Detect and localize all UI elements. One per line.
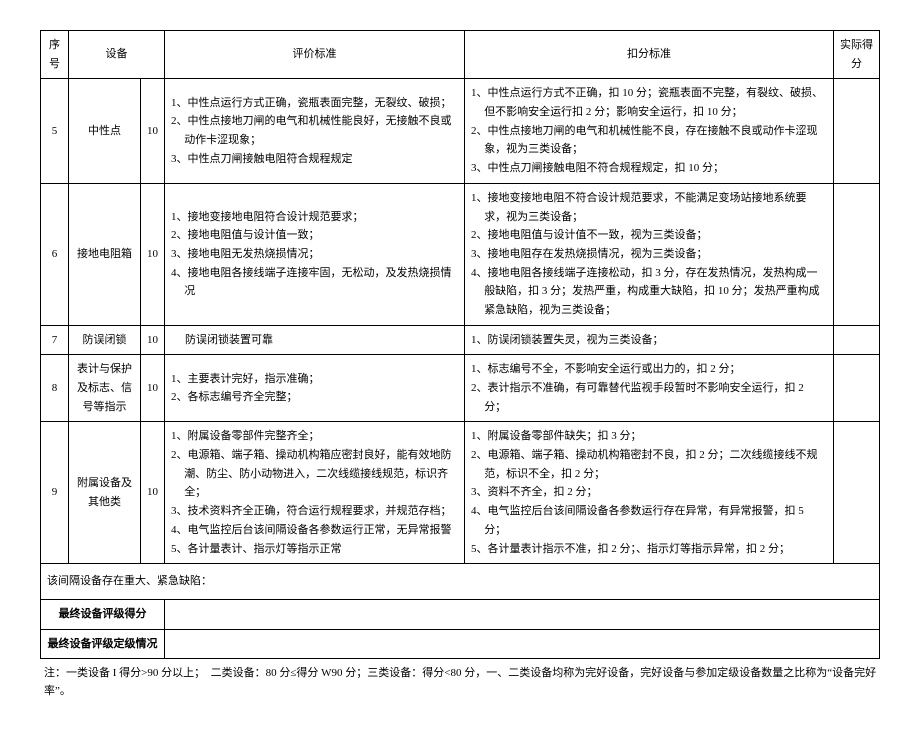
cell-deduct-item: 4、电气监控后台该间隔设备各参数运行存在异常，有异常报警，扣 5 分；: [471, 502, 827, 539]
cell-equip: 中性点: [69, 79, 141, 183]
cell-eval-item: 4、接地电阻各接线端子连接牢固，无松动，及发热烧损情况: [171, 264, 458, 301]
cell-actual: [834, 325, 880, 355]
defect-cell: 该间隔设备存在重大、紧急缺陷：: [41, 564, 880, 600]
cell-eval: 1、附属设备零部件完整齐全；2、电源箱、端子箱、操动机构箱应密封良好，能有效地防…: [165, 422, 465, 564]
final-grade-row: 最终设备评级定级情况: [41, 629, 880, 659]
cell-score: 10: [141, 183, 165, 325]
footnote: 注：一类设备 I 得分>90 分以上； 二类设备：80 分≤得分 W90 分；三…: [40, 665, 880, 700]
cell-eval: 1、接地变接地电阻符合设计规范要求；2、接地电阻值与设计值一致；3、接地电阻无发…: [165, 183, 465, 325]
cell-deduct-item: 4、接地电阻各接线端子连接松动，扣 3 分，存在发热情况，发热构成一般缺陷，扣 …: [471, 264, 827, 320]
table-row: 9附属设备及其他类101、附属设备零部件完整齐全；2、电源箱、端子箱、操动机构箱…: [41, 422, 880, 564]
table-row: 7防误闭锁10防误闭锁装置可靠1、防误闭锁装置失灵，视为三类设备；: [41, 325, 880, 355]
cell-eval-item: 1、附属设备零部件完整齐全；: [171, 427, 458, 446]
defect-row: 该间隔设备存在重大、紧急缺陷：: [41, 564, 880, 600]
cell-equip: 附属设备及其他类: [69, 422, 141, 564]
cell-deduct-item: 3、资料不齐全，扣 2 分；: [471, 483, 827, 502]
cell-actual: [834, 422, 880, 564]
cell-deduct-item: 5、各计量表计指示不准，扣 2 分；、指示灯等指示异常，扣 2 分；: [471, 540, 827, 559]
cell-deduct: 1、标志编号不全，不影响安全运行或出力的，扣 2 分；2、表计指示不准确，有可靠…: [465, 355, 834, 422]
cell-eval-item: 2、中性点接地刀闸的电气和机械性能良好，无接触不良或动作卡涩现象；: [171, 112, 458, 149]
cell-actual: [834, 183, 880, 325]
cell-eval: 1、主要表计完好，指示准确；2、各标志编号齐全完整；: [165, 355, 465, 422]
cell-equip: 表计与保护及标志、信号等指示: [69, 355, 141, 422]
cell-seq: 9: [41, 422, 69, 564]
cell-equip: 接地电阻箱: [69, 183, 141, 325]
header-seq: 序号: [41, 31, 69, 79]
cell-eval-item: 3、中性点刀闸接触电阻符合规程规定: [171, 150, 458, 169]
cell-deduct-item: 1、附属设备零部件缺失；扣 3 分；: [471, 427, 827, 446]
cell-deduct-item: 3、中性点刀闸接触电阻不符合规程规定，扣 10 分；: [471, 159, 827, 178]
cell-deduct-item: 1、中性点运行方式不正确，扣 10 分；瓷瓶表面不完整，有裂纹、破损、但不影响安…: [471, 84, 827, 121]
cell-seq: 5: [41, 79, 69, 183]
cell-score: 10: [141, 422, 165, 564]
cell-eval: 防误闭锁装置可靠: [165, 325, 465, 355]
final-score-row: 最终设备评级得分: [41, 599, 880, 629]
header-actual: 实际得分: [834, 31, 880, 79]
cell-score: 10: [141, 355, 165, 422]
cell-seq: 7: [41, 325, 69, 355]
table-row: 5中性点101、中性点运行方式正确，瓷瓶表面完整，无裂纹、破损；2、中性点接地刀…: [41, 79, 880, 183]
cell-deduct: 1、接地变接地电阻不符合设计规范要求，不能满足变场站接地系统要求，视为三类设备；…: [465, 183, 834, 325]
final-grade-label: 最终设备评级定级情况: [41, 629, 165, 659]
cell-deduct-item: 2、中性点接地刀闸的电气和机械性能不良，存在接触不良或动作卡涩现象，视为三类设备…: [471, 122, 827, 159]
cell-deduct-item: 3、接地电阻存在发热烧损情况，视为三类设备；: [471, 245, 827, 264]
cell-seq: 8: [41, 355, 69, 422]
table-row: 8表计与保护及标志、信号等指示101、主要表计完好，指示准确；2、各标志编号齐全…: [41, 355, 880, 422]
table-row: 6接地电阻箱101、接地变接地电阻符合设计规范要求；2、接地电阻值与设计值一致；…: [41, 183, 880, 325]
cell-score: 10: [141, 325, 165, 355]
cell-deduct: 1、附属设备零部件缺失；扣 3 分；2、电源箱、端子箱、操动机构箱密封不良，扣 …: [465, 422, 834, 564]
cell-eval-item: 2、各标志编号齐全完整；: [171, 388, 458, 407]
cell-eval-item: 4、电气监控后台该间隔设备各参数运行正常，无异常报警: [171, 521, 458, 540]
cell-deduct-item: 1、接地变接地电阻不符合设计规范要求，不能满足变场站接地系统要求，视为三类设备；: [471, 189, 827, 226]
cell-deduct-item: 2、接地电阻值与设计值不一致，视为三类设备；: [471, 226, 827, 245]
evaluation-table: 序号 设备 评价标准 扣分标准 实际得分 5中性点101、中性点运行方式正确，瓷…: [40, 30, 880, 659]
header-equip: 设备: [69, 31, 165, 79]
cell-eval-item: 3、接地电阻无发热烧损情况；: [171, 245, 458, 264]
final-score-label: 最终设备评级得分: [41, 599, 165, 629]
cell-eval: 1、中性点运行方式正确，瓷瓶表面完整，无裂纹、破损；2、中性点接地刀闸的电气和机…: [165, 79, 465, 183]
cell-deduct: 1、中性点运行方式不正确，扣 10 分；瓷瓶表面不完整，有裂纹、破损、但不影响安…: [465, 79, 834, 183]
final-grade-value: [165, 629, 880, 659]
header-eval: 评价标准: [165, 31, 465, 79]
cell-score: 10: [141, 79, 165, 183]
cell-deduct-item: 2、电源箱、端子箱、操动机构箱密封不良，扣 2 分；二次线缆接线不规范，标识不全…: [471, 446, 827, 483]
cell-eval-item: 2、接地电阻值与设计值一致；: [171, 226, 458, 245]
cell-eval-item: 3、技术资料齐全正确，符合运行规程要求，并规范存档；: [171, 502, 458, 521]
cell-eval-item: 5、各计量表计、指示灯等指示正常: [171, 540, 458, 559]
cell-actual: [834, 355, 880, 422]
cell-eval-item: 1、中性点运行方式正确，瓷瓶表面完整，无裂纹、破损；: [171, 94, 458, 113]
cell-equip: 防误闭锁: [69, 325, 141, 355]
cell-deduct: 1、防误闭锁装置失灵，视为三类设备；: [465, 325, 834, 355]
cell-eval-item: 2、电源箱、端子箱、操动机构箱应密封良好，能有效地防潮、防尘、防小动物进入，二次…: [171, 446, 458, 502]
cell-seq: 6: [41, 183, 69, 325]
header-row: 序号 设备 评价标准 扣分标准 实际得分: [41, 31, 880, 79]
cell-actual: [834, 79, 880, 183]
header-deduct: 扣分标准: [465, 31, 834, 79]
cell-deduct-item: 1、标志编号不全，不影响安全运行或出力的，扣 2 分；: [471, 360, 827, 379]
final-score-value: [165, 599, 880, 629]
cell-deduct-item: 2、表计指示不准确，有可靠替代监视手段暂时不影响安全运行，扣 2 分；: [471, 379, 827, 416]
cell-eval-item: 1、接地变接地电阻符合设计规范要求；: [171, 208, 458, 227]
cell-eval-item: 1、主要表计完好，指示准确；: [171, 370, 458, 389]
